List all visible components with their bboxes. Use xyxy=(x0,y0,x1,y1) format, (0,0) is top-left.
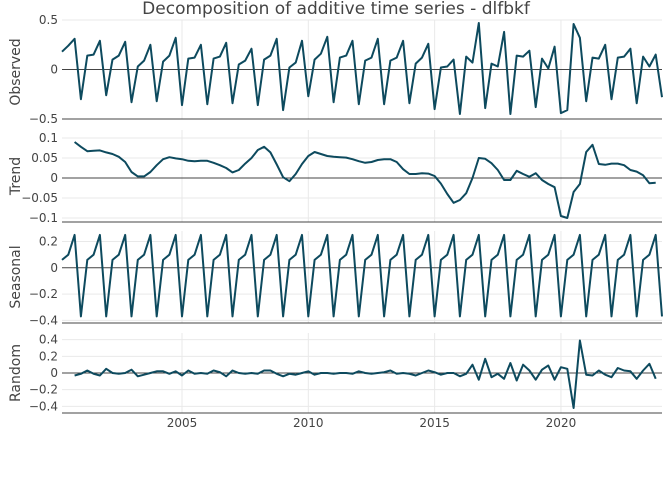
y-tick-label: −0.05 xyxy=(21,191,58,205)
x-tick-label: 2015 xyxy=(419,416,450,430)
series-line-observed xyxy=(61,22,663,115)
x-tick-label: 2020 xyxy=(546,416,577,430)
y-tick-label: 0.05 xyxy=(31,151,58,165)
series-line-trend xyxy=(73,141,656,219)
panel-observed: 0.5 0 −0.5 Observed xyxy=(8,13,663,126)
panel-random: 0.4 0.2 0 −0.2 −0.4 Random xyxy=(8,333,662,414)
y-tick-label: −0.4 xyxy=(29,313,58,327)
y-axis-label: Seasonal xyxy=(8,245,24,308)
y-tick-label: 0 xyxy=(50,63,58,77)
y-tick-label: 0 xyxy=(50,261,58,275)
y-tick-label: −0.4 xyxy=(29,399,58,413)
x-axis: 2005 2010 2015 2020 xyxy=(167,416,576,430)
y-tick-label: −0.2 xyxy=(29,383,58,397)
y-tick-label: −0.2 xyxy=(29,287,58,301)
x-tick-label: 2005 xyxy=(167,416,198,430)
y-axis-label: Trend xyxy=(8,157,24,196)
y-tick-label: 0 xyxy=(50,171,58,185)
y-tick-label: −0.5 xyxy=(29,112,58,126)
panel-seasonal: 0.2 0 −0.2 −0.4 Seasonal xyxy=(8,231,663,327)
y-axis-label: Observed xyxy=(8,38,24,105)
y-tick-label: 0.2 xyxy=(39,349,58,363)
chart-title: Decomposition of additive time series - … xyxy=(142,0,531,19)
panels: 0.50−0.5Observed0.10.050−0.05−0.1Trend0.… xyxy=(8,13,663,414)
y-tick-label: 0.1 xyxy=(39,131,58,145)
y-tick-label: 0 xyxy=(50,366,58,380)
y-tick-label: 0.5 xyxy=(39,13,58,27)
panel-trend: 0.1 0.05 0 −0.05 −0.1 Trend xyxy=(8,130,662,225)
y-tick-label: 0.2 xyxy=(39,235,58,249)
series-line-seasonal xyxy=(61,233,663,318)
y-tick-label: −0.1 xyxy=(29,211,58,225)
y-axis-label: Random xyxy=(8,344,24,402)
x-tick-label: 2010 xyxy=(293,416,324,430)
y-tick-label: 0.4 xyxy=(39,333,58,347)
series-line-random xyxy=(74,339,657,409)
